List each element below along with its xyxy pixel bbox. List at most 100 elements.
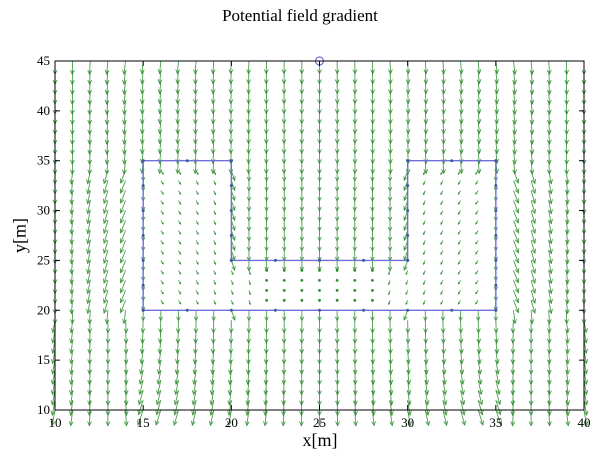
field-arrow-head: [210, 89, 216, 95]
field-arrow-head: [334, 266, 340, 272]
field-arrow-head: [231, 272, 234, 276]
field-arrow: [123, 90, 126, 105]
field-arrow-head: [583, 348, 588, 355]
field-arrow-head: [564, 249, 570, 255]
field-arrow-head: [299, 410, 304, 417]
field-arrow-head: [423, 212, 426, 216]
field-point: [300, 278, 304, 282]
field-arrow-head: [528, 328, 534, 334]
field-arrow-head: [352, 369, 358, 375]
field-arrow: [159, 70, 162, 84]
field-arrow-head: [264, 338, 269, 344]
field-arrow-head: [528, 390, 534, 396]
field-arrow-head: [209, 390, 215, 396]
field-arrow-head: [353, 421, 358, 427]
field-arrow-head: [440, 242, 443, 246]
field-arrow: [87, 230, 91, 244]
field-arrow-head: [476, 129, 482, 135]
field-arrow-head: [457, 252, 460, 255]
field-arrow-head: [317, 79, 322, 85]
field-arrow-head: [104, 139, 110, 145]
field-arrow-head: [352, 196, 357, 202]
field-arrow-head: [460, 389, 465, 396]
field-arrow-head: [69, 229, 75, 235]
field-arrow: [513, 240, 519, 253]
field-arrow-head: [405, 129, 411, 135]
field-arrow: [460, 100, 463, 114]
field-arrow-head: [529, 119, 535, 126]
boundary-point: [141, 258, 145, 262]
y-tick-label: 30: [37, 203, 50, 218]
field-arrow-head: [564, 199, 570, 205]
field-arrow: [176, 160, 179, 174]
field-arrow-head: [228, 119, 234, 125]
field-arrow-head: [387, 246, 393, 252]
field-arrow: [159, 80, 162, 94]
field-arrow-head: [69, 299, 75, 305]
field-arrow-head: [476, 138, 482, 145]
field-arrow-head: [317, 196, 322, 202]
field-arrow-head: [228, 348, 234, 355]
field-arrow-head: [370, 348, 376, 355]
field-arrow-head: [441, 119, 446, 125]
field-arrow-head: [441, 359, 447, 365]
field-arrow-head: [442, 379, 447, 386]
field-arrow: [513, 290, 519, 303]
field-arrow-head: [529, 89, 535, 96]
field-arrow: [88, 409, 91, 426]
field-arrow-head: [69, 379, 74, 386]
field-arrow-head: [370, 400, 376, 406]
field-arrow-head: [105, 390, 111, 396]
field-arrow: [120, 290, 126, 303]
field-arrow-head: [477, 359, 482, 365]
field-arrow-head: [50, 358, 56, 365]
field-arrow: [106, 310, 109, 324]
field-arrow-head: [546, 348, 552, 355]
field-arrow-head: [157, 138, 163, 145]
field-arrow-head: [161, 282, 164, 285]
field-arrow: [477, 100, 480, 114]
field-arrow-head: [352, 266, 357, 272]
field-arrow-head: [68, 400, 74, 406]
field-arrow-head: [87, 149, 93, 155]
field-arrow-head: [299, 369, 305, 375]
field-arrow-head: [440, 252, 443, 256]
field-arrow-head: [245, 400, 251, 406]
field-arrow-head: [457, 282, 460, 285]
field-arrow-head: [494, 148, 500, 155]
field-arrow-head: [69, 109, 75, 116]
field-arrow-head: [246, 139, 251, 145]
field-arrow-head: [425, 410, 430, 417]
field-arrow-head: [87, 69, 93, 76]
field-arrow-head: [191, 389, 197, 396]
field-arrow-head: [388, 119, 393, 125]
field-arrow-head: [231, 292, 234, 296]
field-arrow-head: [196, 222, 199, 226]
field-arrow: [495, 70, 498, 84]
field-arrow-head: [440, 202, 443, 206]
field-arrow-head: [493, 316, 499, 322]
x-tick-label: 25: [313, 415, 326, 430]
field-arrow-head: [478, 389, 483, 396]
field-arrow: [548, 310, 550, 324]
field-arrow-head: [281, 109, 287, 115]
field-arrow-head: [565, 348, 570, 355]
field-arrow-head: [317, 99, 322, 105]
field-arrow-head: [179, 212, 182, 215]
field-arrow-head: [69, 139, 75, 146]
field-arrow-head: [139, 69, 145, 75]
field-arrow-head: [87, 129, 93, 136]
field-arrow: [123, 100, 126, 115]
field-arrow-head: [213, 192, 216, 196]
field-arrow-head: [157, 79, 163, 85]
field-arrow-head: [370, 186, 375, 192]
field-arrow-head: [175, 99, 181, 105]
field-arrow-head: [546, 328, 552, 334]
field-arrow-head: [104, 119, 110, 126]
field-arrow: [103, 220, 109, 234]
field-arrow-head: [157, 148, 163, 155]
field-arrow-head: [388, 348, 393, 355]
field-arrow-head: [370, 206, 375, 212]
field-arrow-head: [546, 169, 552, 175]
field-arrow-head: [193, 109, 198, 115]
